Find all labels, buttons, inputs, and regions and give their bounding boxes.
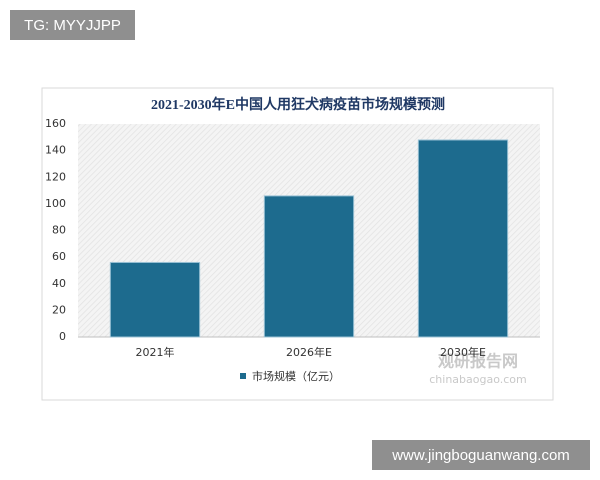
y-tick-label: 80: [52, 224, 66, 237]
x-tick-label: 2026年E: [286, 345, 332, 359]
y-tick-label: 20: [52, 303, 66, 316]
y-tick-label: 120: [45, 170, 66, 183]
x-tick-label: 2021年: [136, 345, 175, 359]
bar: [417, 139, 509, 338]
watermark-name: 观研报告网: [438, 352, 518, 371]
y-tick-label: 140: [45, 144, 66, 157]
y-tick-label: 60: [52, 250, 66, 263]
chart-title: 2021-2030年E中国人用狂犬病疫苗市场规模预测: [151, 96, 445, 113]
bar: [263, 195, 355, 338]
bar: [109, 261, 201, 338]
x-tick-label: 2030年E: [440, 345, 486, 359]
y-tick-label: 0: [59, 330, 66, 343]
watermark-site: chinabaogao.com: [429, 373, 527, 386]
y-tick-label: 100: [45, 197, 66, 210]
y-tick-label: 160: [45, 117, 66, 130]
legend-label: 市场规模（亿元）: [252, 369, 340, 383]
overlay-tag: TG: MYYJJPP: [10, 10, 135, 40]
overlay-site: www.jingboguanwang.com: [372, 440, 590, 470]
y-tick-label: 40: [52, 277, 66, 290]
legend-swatch: [240, 373, 246, 379]
